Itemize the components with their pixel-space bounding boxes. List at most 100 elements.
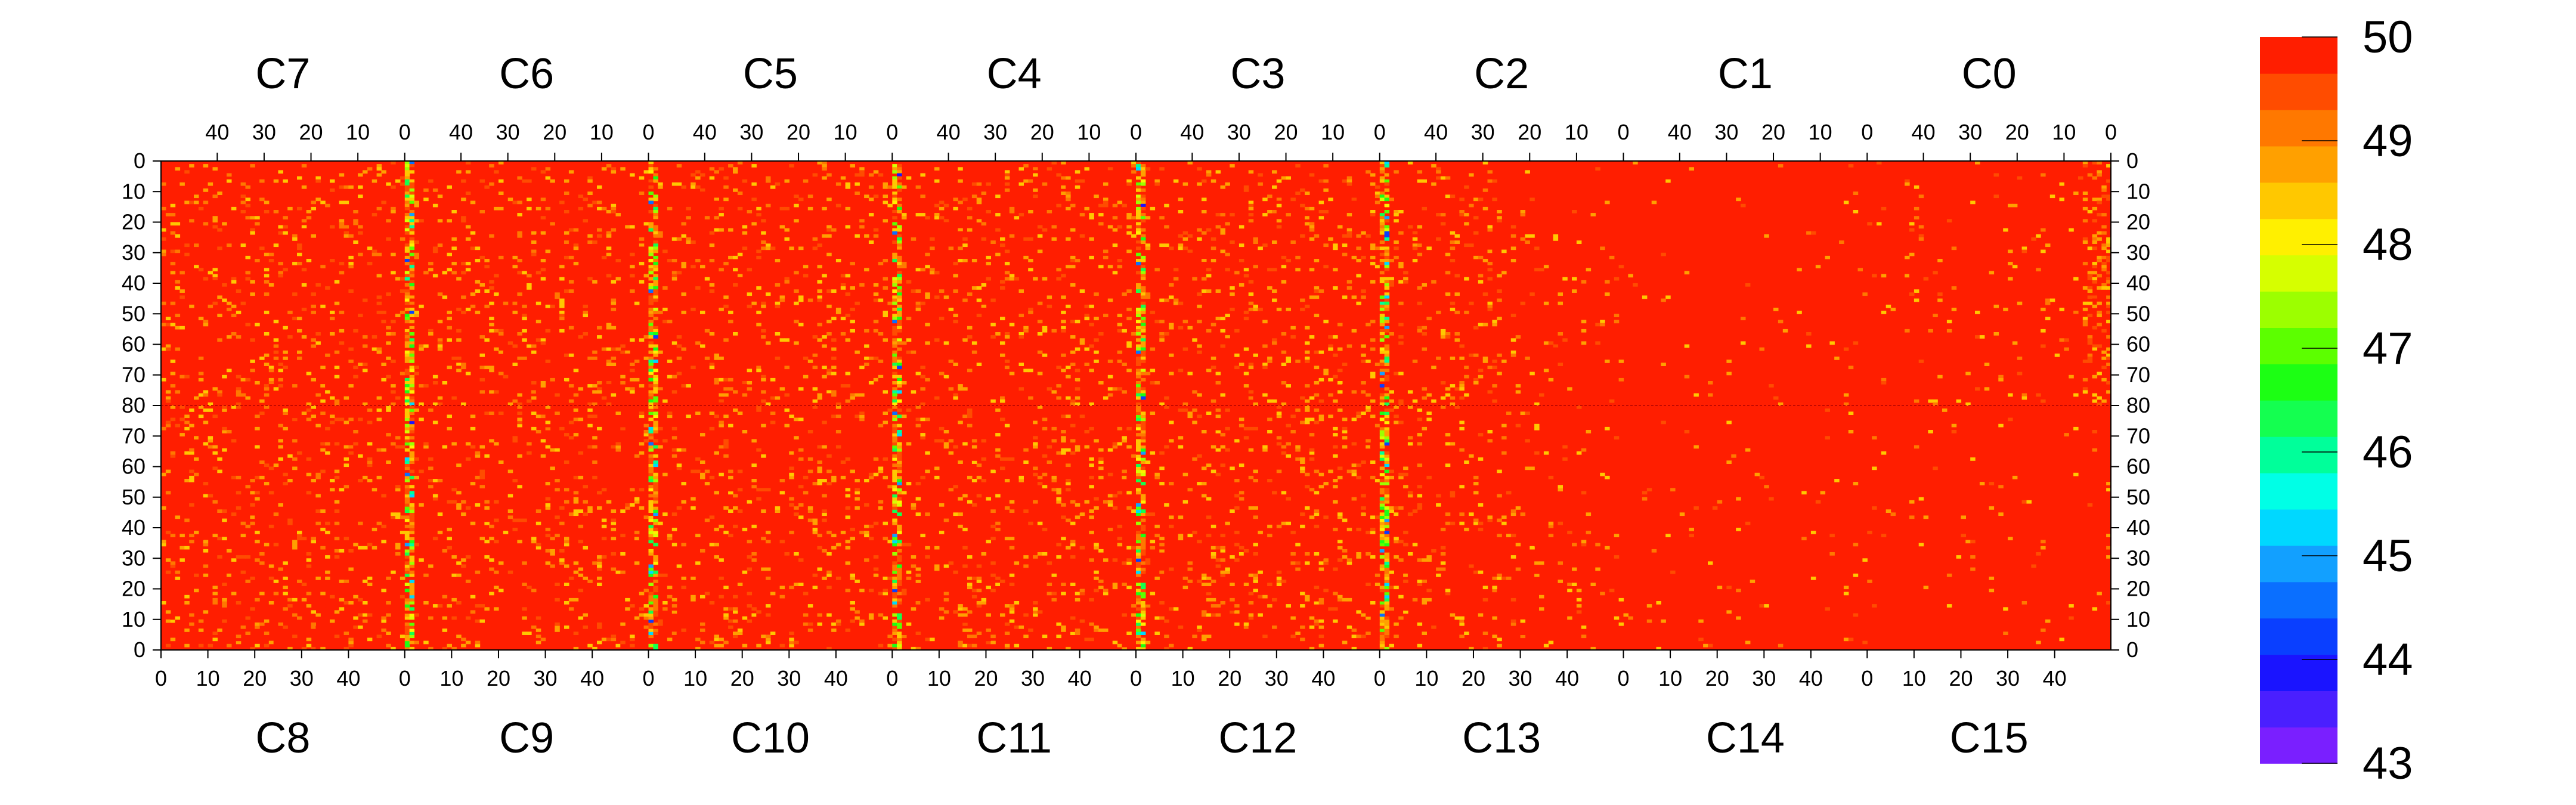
bottom-x-tick-label: 10: [927, 666, 951, 691]
top-x-tick-label: 30: [739, 120, 763, 144]
top-x-tick-label: 10: [834, 120, 857, 144]
top-x-tick-label: 10: [590, 120, 614, 144]
bottom-x-tick-label: 20: [1462, 666, 1485, 691]
top-x-tick-label: 10: [1809, 120, 1832, 144]
bottom-x-tick-label: 0: [1617, 666, 1629, 691]
y-tick-label-right: 0: [2126, 637, 2138, 662]
colorbar-tick-label: 44: [2363, 634, 2413, 685]
colorbar-segment: [2260, 545, 2337, 583]
top-x-tick-label: 20: [543, 120, 566, 144]
bottom-x-tick-label: 10: [1171, 666, 1195, 691]
y-tick-label-left: 0: [134, 148, 145, 173]
top-chip-label: C1: [1718, 50, 1773, 98]
bottom-x-tick-label: 20: [487, 666, 510, 691]
top-chip-label: C7: [255, 50, 310, 98]
colorbar-tick-label: 49: [2363, 116, 2413, 166]
bottom-x-tick-label: 0: [399, 666, 411, 691]
colorbar-segment: [2260, 109, 2337, 147]
y-tick-label-left: 20: [122, 577, 145, 601]
colorbar-segment: [2260, 436, 2337, 473]
bottom-chip-labels: C8 C9 C10 C11 C12 C13 C14 C15: [255, 714, 2028, 762]
y-tick-label-right: 30: [2126, 546, 2150, 570]
bottom-x-tick-label: 20: [974, 666, 998, 691]
bottom-x-tick-label: 0: [1861, 666, 1873, 691]
colorbar-tick-label: 46: [2363, 427, 2413, 478]
colorbar-segment: [2260, 218, 2337, 256]
top-x-tick-label: 40: [1180, 120, 1204, 144]
heatmap-cells: [161, 161, 2111, 651]
bottom-x-tick-label: 0: [155, 666, 167, 691]
colorbar-tick-label: 45: [2363, 531, 2413, 581]
bottom-chip-label: C11: [976, 714, 1052, 762]
colorbar-segment: [2260, 182, 2337, 219]
y-tick-label-right: 40: [2126, 271, 2150, 295]
top-chip-label: C3: [1230, 50, 1285, 98]
bottom-x-tick-label: 30: [1509, 666, 1532, 691]
top-chip-labels: C7 C6 C5 C4 C3 C2 C1 C0: [255, 50, 2016, 98]
bottom-x-tick-label: 40: [2043, 666, 2067, 691]
top-x-tick-label: 30: [983, 120, 1007, 144]
colorbar-segment: [2260, 654, 2337, 691]
y-tick-label-left: 0: [134, 637, 145, 662]
top-x-tick-label: 20: [1030, 120, 1054, 144]
bottom-x-tick-label: 30: [777, 666, 801, 691]
y-tick-label-left: 10: [122, 179, 145, 203]
y-tick-label-right: 40: [2126, 515, 2150, 540]
top-x-tick-label: 40: [1912, 120, 1936, 144]
bottom-chip-label: C9: [499, 714, 554, 762]
bottom-chip-label: C12: [1218, 714, 1297, 762]
colorbar-segment: [2260, 37, 2337, 74]
top-x-tick-label: 0: [1617, 120, 1629, 144]
bottom-x-tick-label: 30: [1021, 666, 1045, 691]
colorbar-segment: [2260, 73, 2337, 110]
top-chip-label: C6: [499, 50, 554, 98]
top-x-tick-label: 10: [346, 120, 370, 144]
top-x-tick-label: 30: [1958, 120, 1982, 144]
bottom-chip-label: C10: [731, 714, 810, 762]
colorbar-tick-label: 47: [2363, 323, 2413, 374]
colorbar-tick-label: 48: [2363, 219, 2413, 270]
bottom-x-tick-label: 40: [336, 666, 360, 691]
top-x-tick-label: 30: [1471, 120, 1495, 144]
top-x-tick-label: 30: [252, 120, 276, 144]
top-x-tick-label: 20: [2005, 120, 2029, 144]
bottom-x-tick-label: 40: [824, 666, 848, 691]
top-x-tick-label: 30: [1714, 120, 1738, 144]
top-x-tick-label: 20: [1761, 120, 1785, 144]
bottom-x-tick-label: 30: [1265, 666, 1289, 691]
bottom-x-tick-label: 0: [1374, 666, 1386, 691]
bottom-x-tick-label: 30: [290, 666, 314, 691]
y-tick-label-left: 40: [122, 271, 145, 295]
y-tick-label-left: 50: [122, 301, 145, 326]
y-tick-label-right: 50: [2126, 485, 2150, 509]
colorbar-segment: [2260, 255, 2337, 292]
colorbar-segment: [2260, 145, 2337, 183]
bottom-x-tick-label: 20: [1218, 666, 1241, 691]
bottom-x-tick-label: 20: [730, 666, 754, 691]
bottom-x-tick-label: 40: [1799, 666, 1823, 691]
bottom-x-tick-label: 30: [1752, 666, 1776, 691]
top-x-tick-label: 40: [449, 120, 473, 144]
y-tick-label-right: 50: [2126, 301, 2150, 326]
y-tick-label-left: 60: [122, 332, 145, 357]
bottom-chip-label: C14: [1706, 714, 1785, 762]
y-tick-label-left: 70: [122, 423, 145, 448]
colorbar-segment: [2260, 509, 2337, 546]
y-tick-label-right: 70: [2126, 363, 2150, 387]
top-x-tick-label: 20: [299, 120, 323, 144]
colorbar-segment: [2260, 727, 2337, 764]
top-x-tick-label: 0: [1861, 120, 1873, 144]
bottom-x-tick-label: 30: [1996, 666, 2020, 691]
top-x-tick-label: 0: [1374, 120, 1386, 144]
bottom-chip-label: C8: [255, 714, 310, 762]
bottom-x-tick-label: 10: [683, 666, 707, 691]
y-tick-label-right: 70: [2126, 423, 2150, 448]
bottom-x-tick-label: 40: [1068, 666, 1092, 691]
top-chip-label: C2: [1474, 50, 1529, 98]
bottom-x-tick-label: 0: [1130, 666, 1142, 691]
colorbar-segment: [2260, 400, 2337, 437]
top-x-tick-label: 30: [1227, 120, 1251, 144]
y-tick-label-left: 70: [122, 363, 145, 387]
top-x-tick-label: 40: [1424, 120, 1448, 144]
colorbar-tick-label: 50: [2363, 12, 2413, 63]
